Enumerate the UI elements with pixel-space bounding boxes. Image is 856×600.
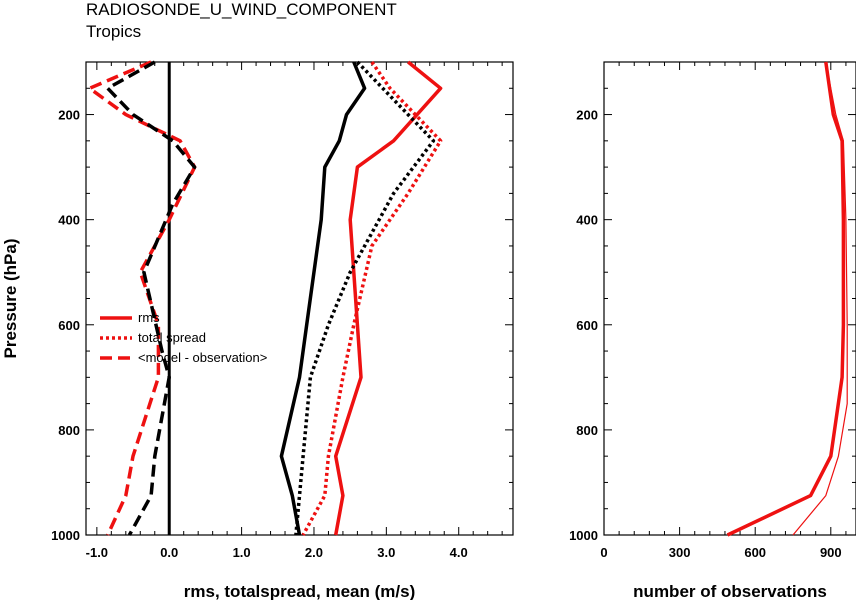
series-line-observations-red	[792, 61, 848, 536]
x-tick-label: 4.0	[450, 545, 468, 560]
legend-label: <model - observation>	[138, 350, 267, 365]
x-tick-label: 900	[820, 545, 842, 560]
y-tick-label: 1000	[51, 528, 80, 543]
series-line-rms-red	[333, 60, 443, 536]
y-tick-label: 400	[58, 213, 80, 228]
x-tick-label: 600	[744, 545, 766, 560]
x-tick-label: 1.0	[233, 545, 251, 560]
plot-frame-1	[603, 61, 856, 536]
series-line-observations-red	[726, 61, 846, 537]
x-axis-label: number of observations	[633, 582, 827, 600]
chart-subtitle: Tropics	[86, 22, 142, 41]
y-tick-label: 200	[576, 108, 598, 123]
x-tick-label: 3.0	[377, 545, 395, 560]
y-axis-label: Pressure (hPa)	[1, 239, 20, 359]
x-tick-label: 2.0	[305, 545, 323, 560]
y-tick-label: 200	[58, 108, 80, 123]
chart-title: RADIOSONDE_U_WIND_COMPONENT	[86, 0, 397, 19]
x-axis-label: rms, totalspread, mean (m/s)	[184, 582, 415, 600]
y-tick-label: 1000	[569, 528, 598, 543]
y-tick-label: 400	[576, 213, 598, 228]
x-tick-label: -1.0	[86, 545, 108, 560]
series-line-total-spread-red	[301, 61, 443, 536]
y-tick-label: 800	[58, 423, 80, 438]
legend-label: total spread	[138, 330, 206, 345]
x-tick-label: 300	[669, 545, 691, 560]
x-tick-label: 0	[600, 545, 607, 560]
y-tick-label: 600	[58, 318, 80, 333]
series-line-rms-black	[279, 61, 367, 536]
series-line-model-observation-red	[87, 60, 197, 536]
x-tick-label: 0.0	[160, 545, 178, 560]
series-line-model-observation-black	[105, 60, 197, 536]
series-line-total-spread-black	[294, 60, 436, 536]
y-tick-label: 600	[576, 318, 598, 333]
legend-label: rms	[138, 310, 160, 325]
y-tick-label: 800	[576, 423, 598, 438]
